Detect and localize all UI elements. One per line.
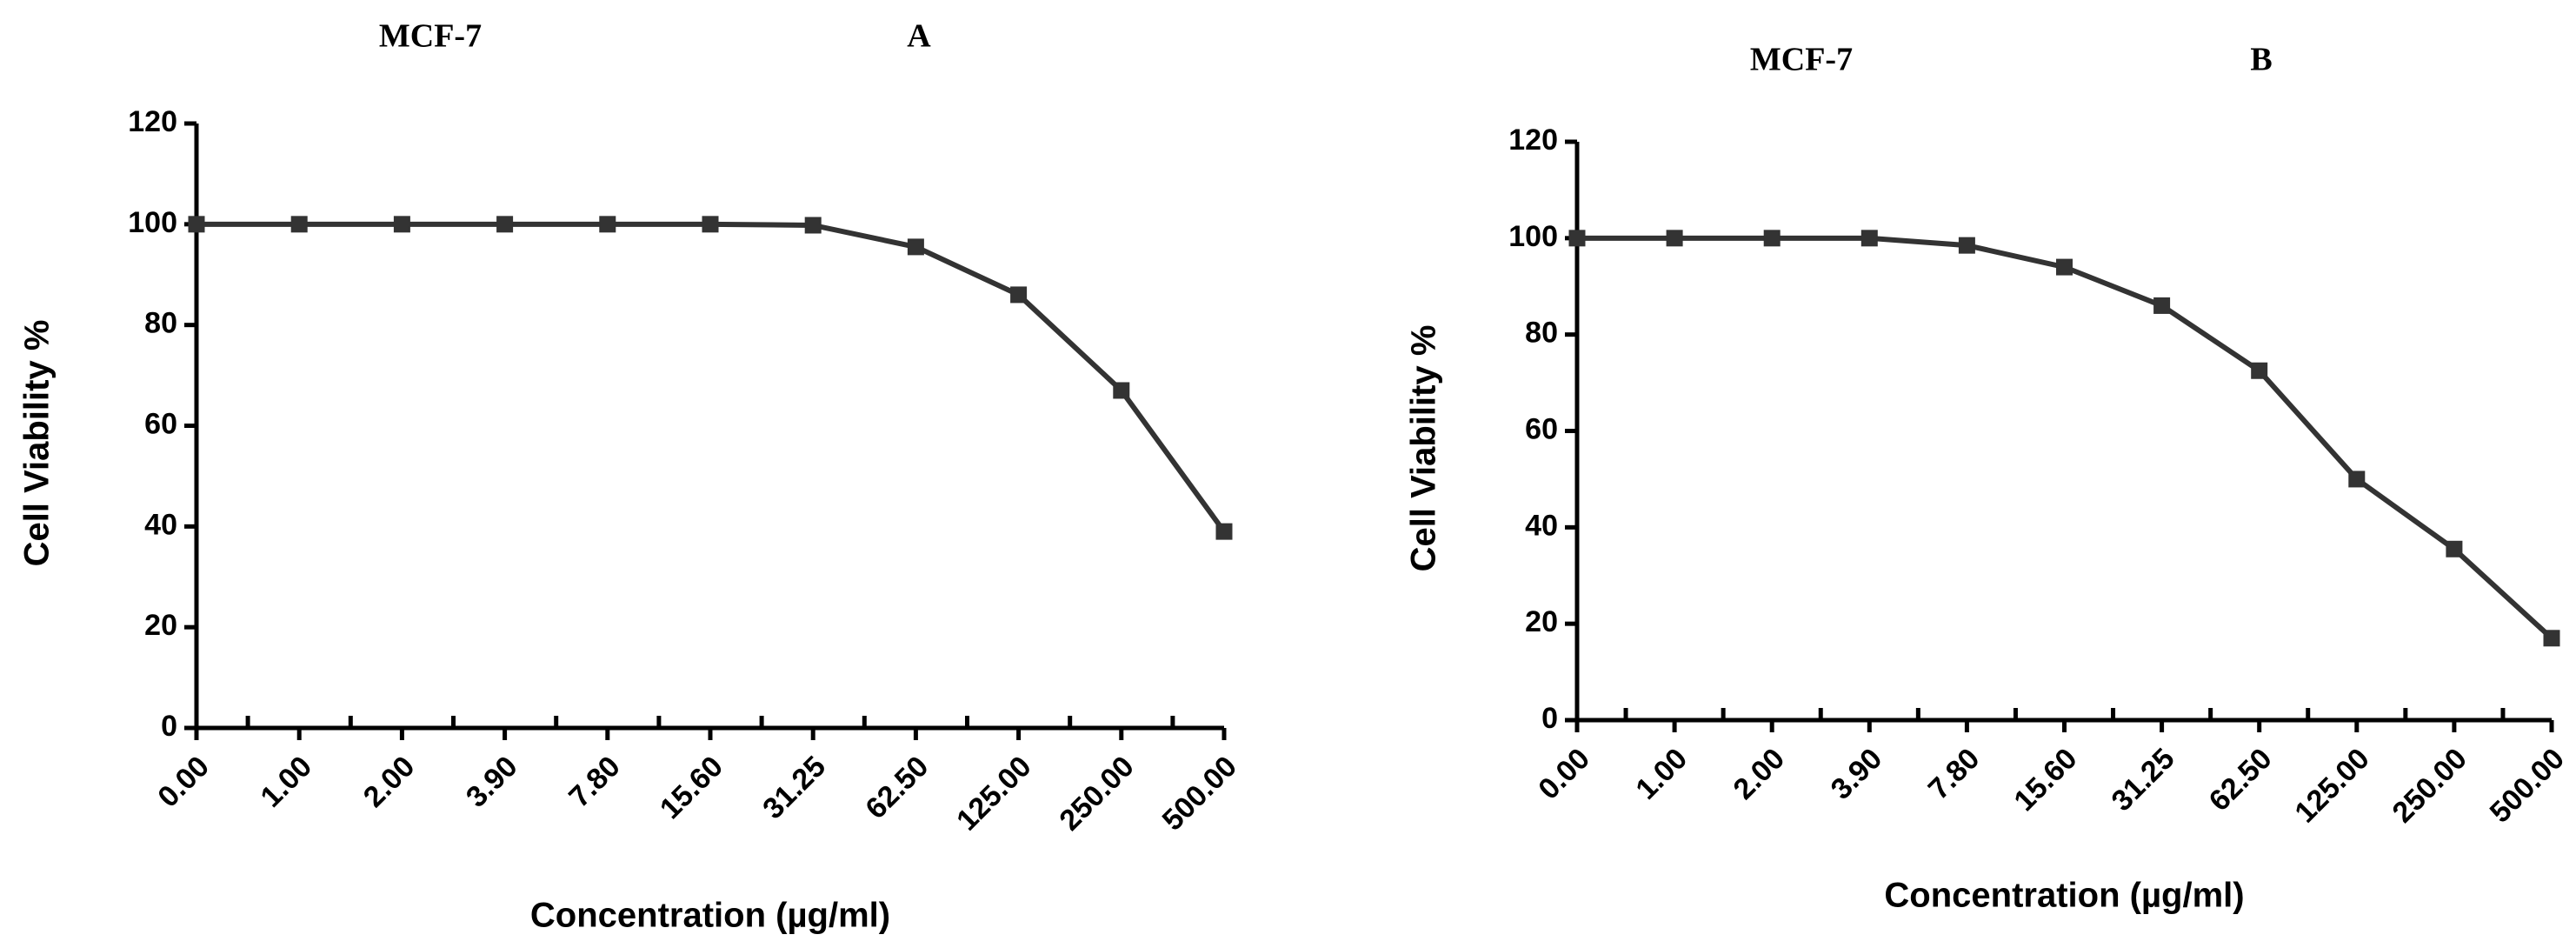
data-point-marker: [1010, 286, 1028, 304]
chart-panel-a: MCF-7 A 0 20 40 60 80 100 120 0.00 1.00 2.00 3.90 7.8…: [18, 18, 1243, 935]
x-tick-label: 62.50: [859, 750, 935, 825]
y-tick-label: 0: [161, 710, 177, 743]
y-tick-label: 40: [1525, 509, 1558, 542]
x-tick-label: 125.00: [950, 750, 1037, 837]
data-point-marker: [496, 216, 514, 233]
x-tick-label: 7.80: [562, 750, 627, 814]
x-tick-label: 250.00: [1053, 750, 1140, 837]
data-point-marker: [599, 216, 616, 233]
data-point-marker: [702, 216, 719, 233]
data-point-marker: [2056, 258, 2073, 276]
y-tick-label: 100: [128, 206, 177, 239]
x-tick-label: 31.25: [2106, 742, 2181, 818]
series-line-a: [196, 221, 1227, 533]
x-tick-label: 31.25: [756, 750, 832, 825]
data-point-marker: [804, 217, 822, 234]
x-tick-label: 1.00: [1629, 742, 1694, 806]
panel-label-b: B: [2250, 42, 2272, 78]
x-tick-label: 500.00: [1156, 750, 1243, 837]
x-tick-label: 2.00: [357, 750, 422, 814]
y-axis-title-a: Cell Viability %: [18, 320, 57, 567]
data-point-marker: [188, 216, 205, 233]
x-axis-title-a: Concentration (µg/ml): [530, 897, 890, 935]
data-point-marker: [1763, 230, 1781, 247]
x-tick-label: 62.50: [2203, 742, 2279, 818]
data-point-marker: [2543, 630, 2560, 647]
series-line-b: [1577, 235, 2554, 641]
data-point-marker: [2348, 471, 2366, 488]
data-point-marker: [2446, 540, 2463, 557]
x-tick-label: 1.00: [255, 750, 319, 814]
y-tick-label: 20: [1525, 605, 1558, 638]
x-tick-label: 15.60: [2007, 742, 2083, 818]
x-tick-label: 2.00: [1727, 742, 1792, 806]
data-point-marker: [2153, 297, 2171, 314]
x-axis-title-b: Concentration (µg/ml): [1884, 877, 2244, 915]
data-point-marker: [1958, 237, 1975, 254]
y-tick-label: 100: [1508, 220, 1558, 253]
x-tick-label: 500.00: [2484, 742, 2571, 829]
y-tick-label: 60: [1525, 412, 1558, 445]
y-tick-label: 40: [144, 508, 177, 541]
data-point-marker: [1860, 230, 1878, 247]
chart-title-a: MCF-7: [379, 18, 482, 55]
x-tick-label: 0.00: [1532, 742, 1596, 806]
y-tick-label: 80: [1525, 317, 1558, 350]
x-tick-label: 3.90: [460, 750, 524, 814]
x-tick-label: 0.00: [151, 750, 216, 814]
y-axis-title-b: Cell Viability %: [1405, 325, 1443, 572]
data-point-marker: [393, 216, 410, 233]
y-tick-label: 120: [1508, 124, 1558, 157]
data-point-marker: [1568, 230, 1586, 247]
x-tick-label: 250.00: [2386, 742, 2473, 829]
x-tick-label: 15.60: [654, 750, 729, 825]
x-tick-label: 3.90: [1825, 742, 1889, 806]
data-point-marker: [290, 216, 308, 233]
data-point-marker: [1113, 382, 1130, 399]
data-point-marker: [1215, 523, 1233, 540]
chart-title-b: MCF-7: [1750, 42, 1853, 78]
y-tick-label: 80: [144, 307, 177, 340]
y-tick-label: 20: [144, 609, 177, 642]
data-point-marker: [2251, 362, 2268, 379]
panel-label-a: A: [907, 18, 931, 55]
chart-panel-b: MCF-7 B 0 20 40 60 80 100 120 0.00 1.00 2.00 3.90 7.8…: [1405, 42, 2571, 915]
y-tick-label: 60: [144, 407, 177, 440]
y-tick-label: 120: [128, 105, 177, 138]
x-tick-label: 125.00: [2288, 742, 2375, 829]
y-tick-label: 0: [1541, 702, 1558, 735]
data-point-marker: [1666, 230, 1683, 247]
x-tick-label: 7.80: [1922, 742, 1987, 806]
data-point-marker: [907, 238, 924, 256]
